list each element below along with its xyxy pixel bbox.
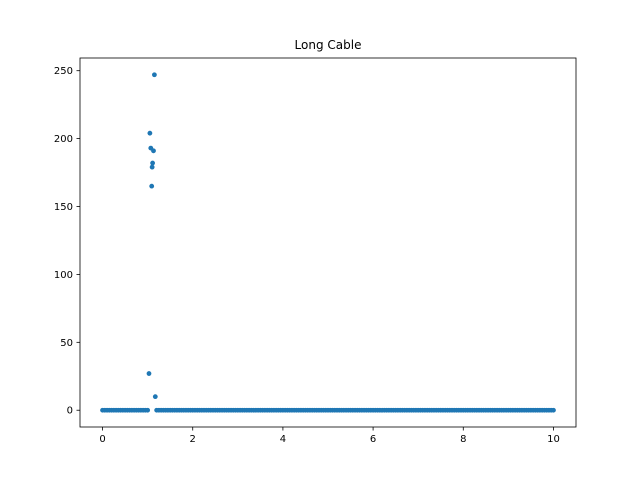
data-point — [152, 394, 158, 400]
data-point — [551, 407, 556, 413]
chart-title: Long Cable — [295, 38, 362, 52]
y-tick-label: 250 — [54, 66, 73, 77]
data-point — [150, 160, 155, 166]
y-tick-label: 0 — [67, 406, 73, 417]
x-tick-label: 0 — [99, 434, 105, 445]
x-tick-label: 4 — [280, 434, 286, 445]
data-point — [147, 130, 153, 136]
data-points — [100, 72, 556, 413]
x-tick-label: 8 — [460, 434, 466, 445]
y-tick-label: 150 — [54, 202, 73, 213]
data-point — [145, 407, 151, 413]
data-point — [149, 164, 155, 170]
x-tick-label: 10 — [547, 434, 560, 445]
data-point — [151, 148, 156, 154]
y-tick-label: 100 — [54, 270, 73, 281]
x-tick-label: 6 — [370, 434, 376, 445]
y-tick-label: 200 — [54, 134, 73, 145]
data-point — [146, 371, 152, 376]
data-point — [149, 183, 155, 189]
x-tick-label: 2 — [190, 434, 196, 445]
plot-frame — [79, 57, 577, 428]
y-tick-label: 50 — [60, 338, 73, 349]
data-point — [152, 72, 157, 78]
